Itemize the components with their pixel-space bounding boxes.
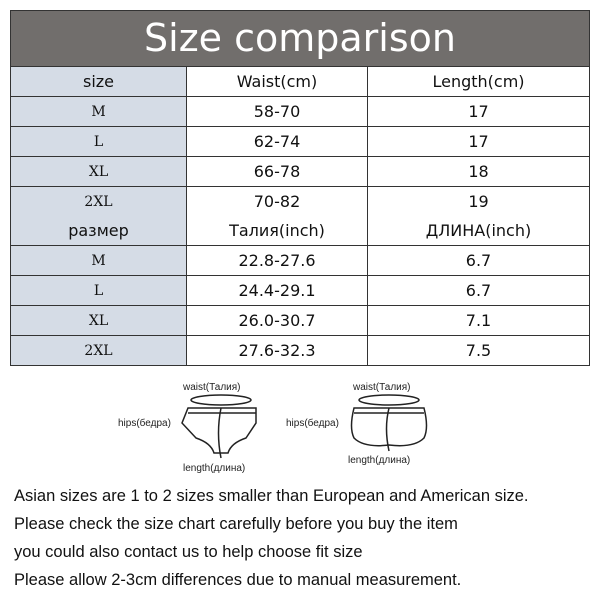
table-cell: 62-74 [187, 127, 368, 156]
table-cell: 27.6-32.3 [187, 336, 368, 365]
hips-label: hips(бедра) [118, 418, 171, 429]
header-cell: размер [11, 216, 187, 245]
note: Asian sizes are 1 to 2 sizes smaller tha… [14, 487, 529, 505]
table-cell: L [11, 276, 187, 305]
boxer-briefs-icon [350, 394, 428, 452]
waist-label: waist(Талия) [183, 382, 241, 393]
table-cell: 17 [468, 102, 489, 121]
notes: Asian sizes are 1 to 2 sizes smaller tha… [14, 485, 529, 597]
table-row: 2XL 70-82 19 [11, 187, 589, 216]
header-cell: ДЛИНА(inch) [425, 221, 532, 240]
table-row: 2XL 27.6-32.3 7.5 [11, 336, 589, 365]
table-cell: 7.1 [465, 311, 492, 330]
table-cell: XL [11, 157, 187, 186]
table-cell: M [11, 97, 187, 126]
size-table: Size comparison size Waist(cm) Length(cm… [10, 10, 590, 366]
table-cell: L [11, 127, 187, 156]
table-cell: 26.0-30.7 [187, 306, 368, 335]
table-row: XL 26.0-30.7 7.1 [11, 306, 589, 336]
header-row-inch: размер Талия(inch) ДЛИНА(inch) [11, 216, 589, 246]
header-cell: size [11, 67, 187, 96]
table-cell: 2XL [11, 187, 187, 216]
table-cell: 6.7 [465, 281, 492, 300]
hips-label-2: hips(бедра) [286, 418, 339, 429]
table-row: M 58-70 17 [11, 97, 589, 127]
table-cell: 19 [468, 192, 489, 211]
table-row: M 22.8-27.6 6.7 [11, 246, 589, 276]
header-row-cm: size Waist(cm) Length(cm) [11, 67, 589, 97]
table-cell: 58-70 [187, 97, 368, 126]
note: you could also contact us to help choose… [14, 543, 363, 561]
header-cell: Length(cm) [432, 72, 525, 91]
table-cell: 24.4-29.1 [187, 276, 368, 305]
table-cell: 70-82 [187, 187, 368, 216]
table-cell: 17 [468, 132, 489, 151]
length-label-2: length(длина) [348, 455, 411, 466]
table-title: Size comparison [11, 11, 589, 67]
table-cell: 2XL [11, 336, 187, 365]
table-cell: XL [11, 306, 187, 335]
length-label: length(длина) [183, 463, 246, 474]
waist-label-2: waist(Талия) [353, 382, 411, 393]
briefs-icon [181, 394, 257, 459]
header-cell: Талия(inch) [187, 216, 368, 245]
table-cell: 66-78 [187, 157, 368, 186]
table-cell: M [11, 246, 187, 275]
table-cell: 22.8-27.6 [187, 246, 368, 275]
table-row: XL 66-78 18 [11, 157, 589, 187]
table-row: L 62-74 17 [11, 127, 589, 157]
note: Please allow 2-3cm differences due to ma… [14, 571, 462, 589]
table-cell: 7.5 [465, 341, 492, 360]
note: Please check the size chart carefully be… [14, 515, 458, 533]
header-cell: Waist(cm) [187, 67, 368, 96]
table-cell: 6.7 [465, 251, 492, 270]
table-cell: 18 [468, 162, 489, 181]
table-row: L 24.4-29.1 6.7 [11, 276, 589, 306]
